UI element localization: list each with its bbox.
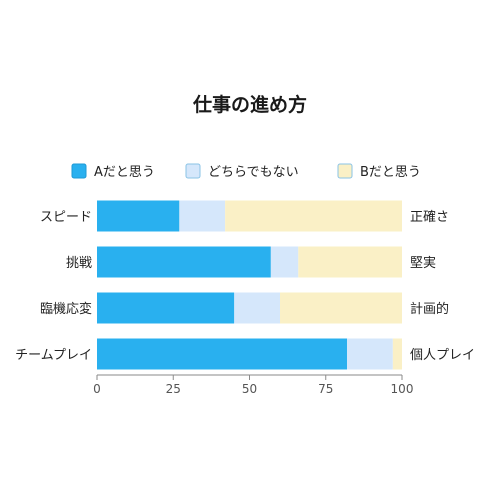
x-tick-label-4: 75 — [318, 382, 333, 396]
legend-label-3: Bだと思う — [360, 165, 421, 180]
legend-label-2: どちらでもない — [208, 165, 299, 180]
bar-4-series-1 — [97, 338, 348, 370]
right-label-3: 計画的 — [410, 301, 449, 317]
x-axis: 0 25 50 75 100 — [93, 374, 414, 396]
legend-swatch-3 — [337, 163, 353, 179]
legend-label-1: Aだと思う — [94, 165, 155, 180]
bar-2-series-1 — [97, 246, 271, 278]
bar-2-series-3 — [298, 246, 402, 278]
x-tick-label-3: 50 — [242, 382, 257, 396]
bar-4-series-3 — [392, 338, 402, 370]
bar-4-series-2 — [347, 338, 393, 370]
bar-1-series-3 — [225, 200, 402, 232]
x-tick-label-2: 25 — [166, 382, 181, 396]
bar-1-series-2 — [179, 200, 226, 232]
bar-3-series-1 — [97, 292, 235, 324]
bar-1-series-1 — [97, 200, 180, 232]
category-label-1: スピード — [40, 210, 92, 225]
right-label-4: 個人プレイ — [410, 348, 475, 363]
bar-3-series-3 — [280, 292, 402, 324]
chart-title: 仕事の進め方 — [192, 93, 307, 116]
category-label-2: 挑戦 — [66, 256, 92, 271]
legend-swatch-1 — [71, 163, 87, 179]
legend: Aだと思う どちらでもない Bだと思う — [71, 163, 421, 180]
category-label-3: 臨機応変 — [40, 301, 92, 317]
right-label-1: 正確さ — [410, 209, 449, 225]
right-label-2: 堅実 — [410, 255, 436, 271]
bar-2-series-2 — [270, 246, 299, 278]
legend-swatch-2 — [185, 163, 201, 179]
bar-3-series-2 — [234, 292, 280, 324]
x-tick-label-5: 100 — [391, 382, 414, 396]
x-tick-label-1: 0 — [93, 382, 101, 396]
category-label-4: チームプレイ — [15, 348, 92, 363]
